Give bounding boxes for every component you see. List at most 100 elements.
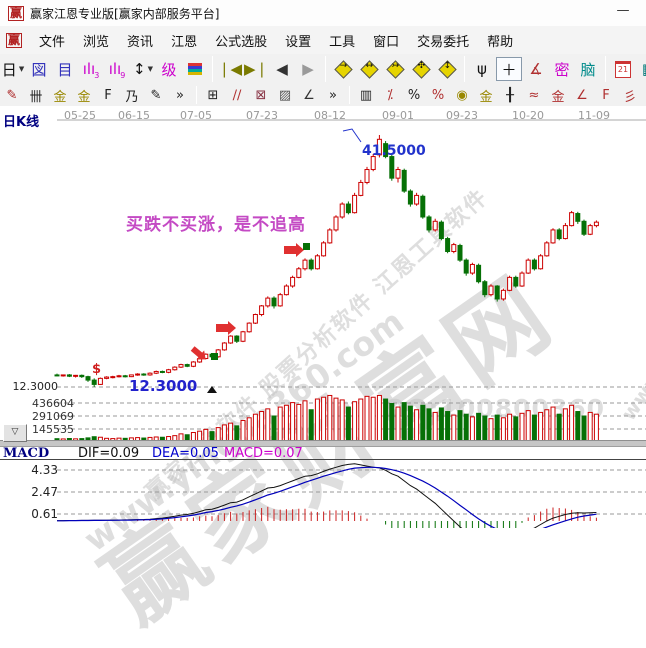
grade-tool-icon[interactable]: 级 (161, 60, 177, 79)
single-candle-icon[interactable]: ↕ ▼ (133, 60, 153, 78)
gann-diamond-right-icon[interactable]: → (331, 58, 355, 80)
gann-diamond-expand-icon[interactable]: ↕ (435, 58, 459, 80)
gann-diamond-extend-icon[interactable]: ↔ (357, 58, 381, 80)
macd-tick-2: 2.47 (31, 485, 58, 499)
f-grid-icon[interactable]: F (104, 87, 112, 103)
pane-splitter[interactable] (0, 440, 646, 447)
date-tick-11-09: 11-09 (578, 109, 610, 122)
menu-item-公式选股[interactable]: 公式选股 (215, 34, 268, 50)
brain-tool-icon[interactable]: 脑 (580, 60, 596, 79)
ruler-bars-icon[interactable]: ▥ (359, 87, 373, 103)
gann-diamond-cross-icon[interactable]: ✣ (409, 58, 433, 80)
hand-tool-icon[interactable]: ψ (477, 60, 487, 78)
price-annotation-blue: 12.3000 (129, 377, 198, 395)
pen-grid-icon[interactable]: ✎ (150, 87, 162, 103)
gold-circle-icon[interactable]: ◉ (456, 87, 468, 103)
chart-area[interactable]: 赢家财富网 www.yingjia360.com 赢家江恩软件 股票分析软件 江… (0, 106, 646, 644)
chip-distribution-icon[interactable]: 図 (31, 60, 47, 79)
angle-measure-icon[interactable]: ∡ (529, 60, 543, 78)
pen-tool-icon[interactable]: ✎ (6, 87, 18, 103)
gann-diamond-compress-icon[interactable]: ↣ (383, 58, 407, 80)
toolbar-separator (605, 56, 606, 82)
volume-tick-1: 436604 (32, 397, 74, 410)
menu-logo-icon: 赢 (6, 32, 23, 48)
first-page-icon[interactable]: ❘◀ (217, 60, 243, 78)
secret-tool-icon[interactable]: 密 (554, 60, 570, 79)
indicator-readout-row: MACD DIF=0.09 DEA=0.05 MACD=0.07 (0, 445, 646, 461)
angle-up-icon[interactable]: ∠ (576, 87, 588, 103)
toolbar-separator (349, 86, 350, 104)
prev-arrow-icon[interactable]: ◀ (276, 60, 288, 78)
grid-tool-icon[interactable]: 卌 (29, 89, 43, 105)
gold-levels-red-icon[interactable]: 金 (551, 89, 565, 105)
wave-box-icon[interactable]: ≈ (528, 87, 540, 103)
svg-text:$: $ (92, 362, 101, 377)
fan-lines-icon[interactable]: ∕∕ (232, 87, 242, 103)
menu-items: 文件 浏览 资讯 江恩 公式选股 设置 工具 窗口 交易委托 帮助 (30, 29, 522, 52)
date-tick-07-05: 07-05 (180, 109, 212, 122)
more-left-icon[interactable]: » (176, 87, 184, 103)
annotation-note: 买跌不买涨，是不追高 (126, 215, 306, 235)
date-tick-07-23: 07-23 (246, 109, 278, 122)
gold-grid-1-icon[interactable]: 金 (53, 89, 67, 105)
color-histogram-icon[interactable] (183, 58, 207, 80)
app-logo-icon: 赢 (8, 5, 25, 21)
box-fan-icon[interactable]: ⊠ (255, 87, 267, 103)
title-bar: 赢 赢家江恩专业版[赢家内部服务平台] — (0, 0, 646, 27)
next-arrow-icon[interactable]: ▶ (302, 60, 314, 78)
kline-period-icon[interactable]: 日 ▼ (1, 60, 25, 79)
bars-3-icon[interactable]: ılı 3 (82, 60, 100, 80)
macd-readout: MACD=0.07 (224, 446, 303, 461)
indicator-name[interactable]: MACD (3, 446, 50, 461)
date-tick-08-12: 08-12 (314, 109, 346, 122)
menu-item-设置[interactable]: 设置 (285, 34, 312, 50)
menu-item-资讯[interactable]: 资讯 (127, 34, 154, 50)
menu-item-交易委托[interactable]: 交易委托 (417, 34, 470, 50)
toolbar-separator (196, 86, 197, 104)
menu-item-帮助[interactable]: 帮助 (487, 34, 514, 50)
macd-tick-1: 4.33 (31, 463, 58, 477)
percent-line-icon[interactable]: ⁒ (387, 87, 393, 103)
info-panel-icon[interactable]: 目 (57, 60, 73, 79)
minimize-button[interactable]: — (616, 3, 630, 18)
bars-9-icon[interactable]: ılı 9 (108, 60, 126, 80)
menu-item-窗口[interactable]: 窗口 (373, 34, 400, 50)
menu-item-江恩[interactable]: 江恩 (171, 34, 198, 50)
date-tick-05-25: 05-25 (64, 109, 96, 122)
calendar-tool-icon[interactable]: 21 (611, 58, 635, 80)
gold-levels-icon[interactable]: 金 (479, 89, 493, 105)
stroke-lines-icon[interactable]: 彡 (623, 89, 637, 105)
gold-grid-2-icon[interactable]: 金 (77, 89, 91, 105)
toolbar-separator (325, 56, 326, 82)
collapse-pane-button[interactable]: ▽ (3, 424, 27, 442)
calculator-tool-icon[interactable]: ▦ (637, 58, 646, 80)
peak-price-label: 41.5000 (362, 143, 426, 159)
candle-pen-icon[interactable]: ╂ (506, 87, 514, 103)
last-page-icon[interactable]: ▶❘ (243, 60, 269, 78)
volume-tick-3: 145535 (32, 423, 74, 436)
macd-panel-border (0, 459, 646, 460)
toolbar-separator (464, 56, 465, 82)
window-title: 赢家江恩专业版[赢家内部服务平台] (30, 6, 220, 21)
date-tick-09-01: 09-01 (382, 109, 414, 122)
dif-readout: DIF=0.09 (78, 446, 140, 461)
spiral-grid-icon[interactable]: 乃 (125, 89, 139, 105)
volume-tick-2: 291069 (32, 410, 74, 423)
f-levels-icon[interactable]: F (602, 87, 610, 103)
more-mid-icon[interactable]: » (329, 87, 337, 103)
menu-item-工具[interactable]: 工具 (329, 34, 356, 50)
kline-plot[interactable]: $ (0, 106, 646, 545)
box-ruler-icon[interactable]: ⊞ (207, 87, 219, 103)
angle-line-icon[interactable]: ∠ (303, 87, 315, 103)
percent-levels-icon[interactable]: % (431, 87, 445, 103)
menu-item-文件[interactable]: 文件 (39, 34, 66, 50)
menu-bar: 赢 文件 浏览 资讯 江恩 公式选股 设置 工具 窗口 交易委托 帮助 (0, 26, 646, 55)
box-mesh-icon[interactable]: ▨ (278, 87, 292, 103)
menu-item-浏览[interactable]: 浏览 (83, 34, 110, 50)
percent-icon[interactable]: % (407, 87, 421, 103)
macd-tick-3: 0.61 (31, 507, 58, 521)
dea-readout: DEA=0.05 (152, 446, 219, 461)
crosshair-tool-icon[interactable]: ＋ (496, 57, 522, 81)
